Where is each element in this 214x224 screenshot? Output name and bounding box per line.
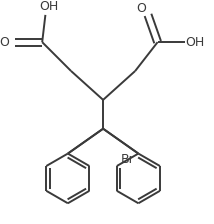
Text: Br: Br: [121, 153, 135, 166]
Text: O: O: [0, 36, 9, 49]
Text: O: O: [137, 2, 147, 15]
Text: OH: OH: [39, 0, 58, 13]
Text: OH: OH: [185, 36, 204, 49]
